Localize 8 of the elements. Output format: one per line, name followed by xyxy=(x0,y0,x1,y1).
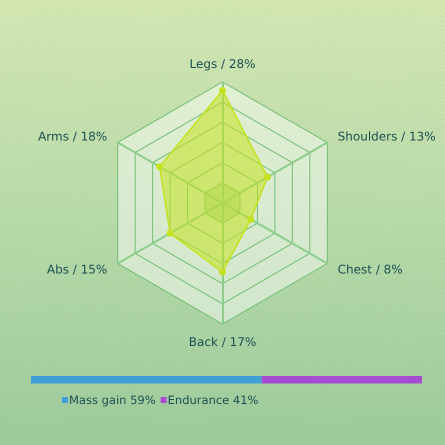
spoke-label: Arms / 18% xyxy=(38,130,108,144)
legend-label: Mass gain 59% xyxy=(69,393,156,407)
spoke-label: Chest / 8% xyxy=(338,262,403,276)
spoke-label: Shoulders / 13% xyxy=(338,130,436,144)
legend-label: Endurance 41% xyxy=(168,393,259,407)
spoke-label: Back / 17% xyxy=(188,335,256,349)
spoke-label: Legs / 28% xyxy=(189,57,256,71)
spoke-label: Abs / 15% xyxy=(46,262,108,276)
